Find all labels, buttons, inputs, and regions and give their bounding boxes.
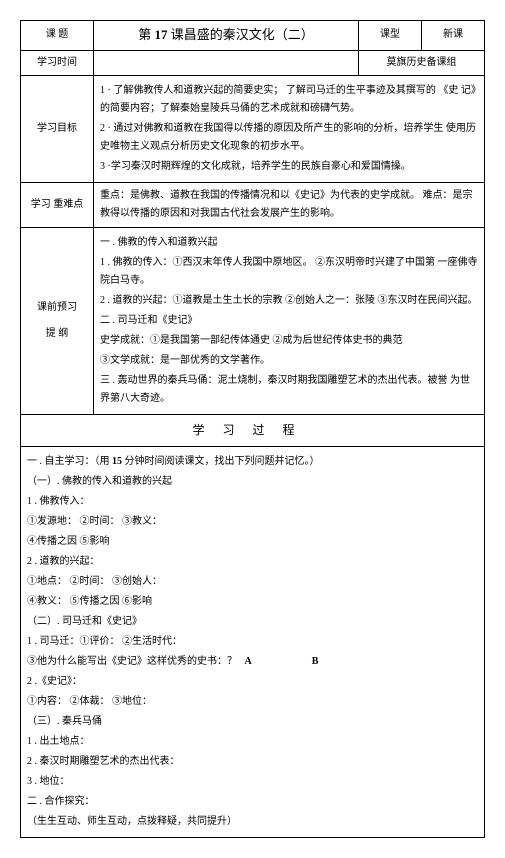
label-preview: 课前预习 提 纲 <box>21 227 94 414</box>
preview-s2-1: 史学成就：①是我国第一部纪传体通史 ②成为后世纪传体史书的典范 <box>100 332 478 350</box>
lesson-plan-table: 课 题 第 17 课昌盛的秦汉文化（二） 课型 新课 学习时间 莫旗历史备课组 … <box>20 20 485 838</box>
proc-p15: 1 . 出土地点： <box>27 733 478 751</box>
preview-s1-2: 2 . 道教的兴起：①道教是土生土长的宗教 ②创始人之一：张陵 ③东汉时在民间兴… <box>100 292 478 310</box>
value-group: 莫旗历史备课组 <box>359 50 485 75</box>
proc-p18: 二 . 合作探究： <box>27 793 478 811</box>
goal-content: 1 · 了解佛教传人和道教兴起的简要史实； 了解司马迁的生平事迹及其撰写的 《史… <box>94 75 485 182</box>
proc-p13: ①内容： ②体裁： ③地位： <box>27 693 478 711</box>
preview-s3: 三 . 轰动世界的秦兵马俑：泥土烧制，秦汉时期我国雕塑艺术的杰出代表。被誉 为世… <box>100 372 478 408</box>
proc-p3: 1 . 佛教传入： <box>27 493 478 511</box>
process-title: 学习过程 <box>21 414 485 446</box>
process-content: 一 . 自主学习：（用 15 分钟时间阅读课文，找出下列问题并记忆。） （一）.… <box>21 446 485 837</box>
proc-p2: （一）. 佛教的传入和道教的兴起 <box>27 473 478 491</box>
goal-line1: 1 · 了解佛教传人和道教兴起的简要史实； 了解司马迁的生平事迹及其撰写的 《史… <box>100 82 478 118</box>
proc-p19: （生生互动、师生互动，点拨释疑，共同提升） <box>27 813 478 831</box>
proc-p6: 2 . 道教的兴起： <box>27 553 478 571</box>
goal-line3: 3 ·学习秦汉时期辉煌的文化成就，培养学生的民族自豪心和爱国情操。 <box>100 158 478 176</box>
preview-s1: 一 . 佛教的传入和道教兴起 <box>100 234 478 252</box>
value-ketype: 新课 <box>422 21 485 51</box>
proc-p7: ①地点： ②时间： ③创始人： <box>27 573 478 591</box>
label-goal: 学习目标 <box>21 75 94 182</box>
label-time: 学习时间 <box>21 50 94 75</box>
proc-p8: ④教义： ⑤传播之因 ⑥影响 <box>27 593 478 611</box>
label-ketype: 课型 <box>359 21 422 51</box>
proc-p14: （三）. 秦兵马俑 <box>27 713 478 731</box>
proc-p12: 2 .《史记》： <box>27 673 478 691</box>
proc-p16: 2 . 秦汉时期雕塑艺术的杰出代表： <box>27 753 478 771</box>
label-keypoint: 学习 重难点 <box>21 182 94 227</box>
keypoint-content: 重点：是佛教、道教在我国的传播情况和以《史记》为代表的史学成就。 难点：是宗教得… <box>94 182 485 227</box>
proc-p5: ④传播之因 ⑤影响 <box>27 533 478 551</box>
goal-line2: 2 · 通过对佛教和道教在我国得以传播的原因及所产生的影响的分析，培养学生 使用… <box>100 120 478 156</box>
label-keti: 课 题 <box>21 21 94 51</box>
proc-p9: （二）. 司马迁和《史记》 <box>27 613 478 631</box>
lesson-title: 第 17 课昌盛的秦汉文化（二） <box>94 21 359 51</box>
preview-content: 一 . 佛教的传入和道教兴起 1 . 佛教的传入：①西汉末年传人我国中原地区。 … <box>94 227 485 414</box>
proc-p17: 3 . 地位： <box>27 773 478 791</box>
proc-p10: 1 . 司马迁：①评价： ②生活时代： <box>27 633 478 651</box>
preview-s2-2: ③文学成就：是一部优秀的文学著作。 <box>100 352 478 370</box>
proc-p4: ①发源地： ②时间： ③教义： <box>27 513 478 531</box>
preview-s2: 二 . 司马迁和《史记》 <box>100 312 478 330</box>
preview-s1-1: 1 . 佛教的传入：①西汉末年传人我国中原地区。 ②东汉明帝时兴建了中国第 一座… <box>100 254 478 290</box>
label-preview-2: 提 纲 <box>27 326 87 342</box>
proc-p11: ③他为什么能写出《史记》这样优秀的史书：？ AB <box>27 653 478 671</box>
label-preview-1: 课前预习 <box>27 300 87 316</box>
proc-p1: 一 . 自主学习：（用 15 分钟时间阅读课文，找出下列问题并记忆。） <box>27 453 478 471</box>
value-time <box>94 50 359 75</box>
